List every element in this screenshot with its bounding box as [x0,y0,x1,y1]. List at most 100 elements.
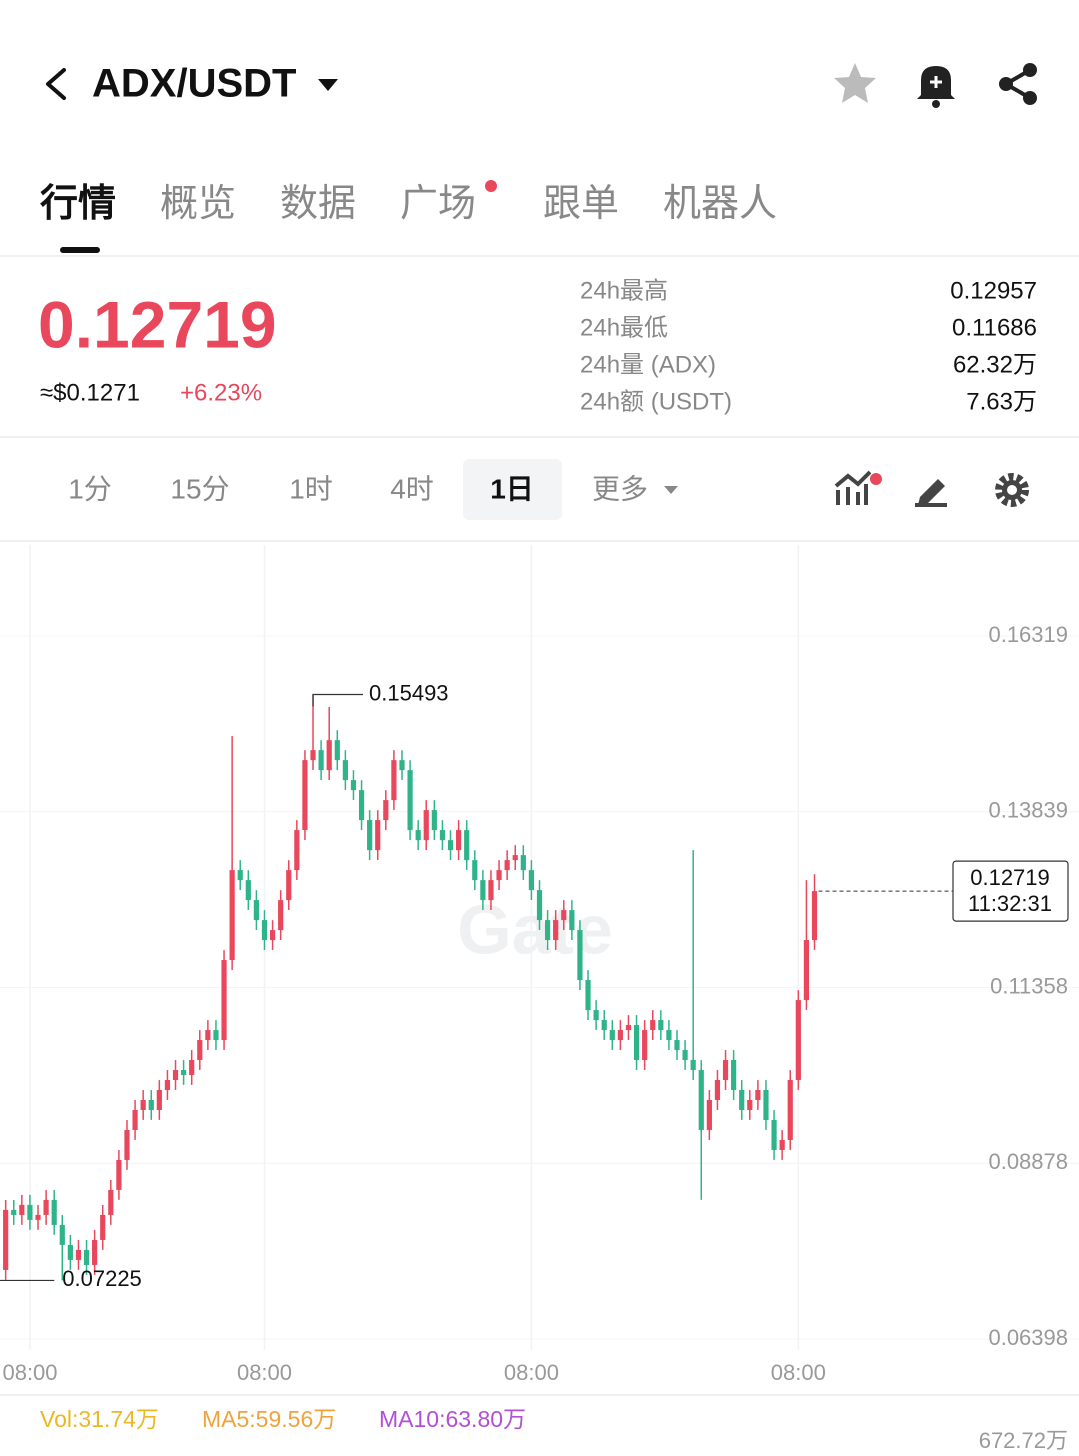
candle-body [245,880,251,901]
active-interval-bg [463,459,562,520]
candle-body [617,1030,623,1041]
high-label: 0.15493 [369,680,449,705]
candle-body [27,1204,33,1220]
candle-body [108,1189,114,1215]
candle-body [536,890,543,921]
indicator-icon[interactable] [834,470,872,505]
pair-dropdown[interactable] [318,79,338,91]
back-button[interactable] [46,68,66,100]
candle-body [520,855,526,871]
tab-bar: 行情 概览 数据 广场 跟单 机器人 [40,183,777,225]
candle-body [261,920,268,941]
candle-body [553,920,559,941]
interval-option[interactable]: 更多 [592,473,648,504]
tab[interactable]: 广场 [400,183,476,225]
candle-body [593,1010,599,1021]
stat-value: 0.11686 [952,314,1037,341]
last-price-box [952,860,1069,922]
settings-icon[interactable] [995,473,1029,507]
candle-body [383,800,389,821]
candle-body [310,750,316,761]
candle-body [811,891,818,941]
y-tick-label: 0.08878 [988,1149,1068,1174]
candle-body [480,880,486,901]
candle-body [415,830,421,841]
candle-body [358,790,365,821]
stat-label: 24h最高 [580,277,668,304]
x-tick-label: 08:00 [504,1360,559,1385]
candle-body [407,770,413,831]
interval-option[interactable]: 15分 [170,473,229,504]
candle-body [59,1224,65,1245]
candle-body [439,830,446,841]
candle-body [609,1030,615,1041]
y-tick-label: 0.06398 [988,1325,1068,1350]
y-tick-label: 0.13839 [988,798,1068,823]
stat-value: 62.32万 [953,351,1037,378]
candle-body [625,1025,632,1031]
candle-body [116,1159,122,1190]
candle-body [83,1249,90,1265]
candle-body [391,760,397,801]
candle-body [803,940,810,1001]
tab[interactable]: 数据 [280,183,356,225]
pair-title[interactable]: ADX/USDT [92,62,296,106]
interval-option[interactable]: 1分 [68,473,112,504]
candle-body [140,1099,146,1110]
candle-body [674,1040,680,1051]
tab[interactable]: 跟单 [543,183,619,225]
candle-body [197,1040,203,1061]
candle-body [601,1020,607,1031]
candle-body [237,870,243,881]
candle-body [633,1025,640,1061]
last-price-time: 11:32:31 [968,891,1052,916]
last-price: 0.12719 [38,287,277,361]
tab[interactable]: 概览 [160,183,236,225]
candle-body [75,1249,82,1260]
candle-body [690,1060,696,1071]
candle-body [464,830,470,861]
candle-body [342,760,348,781]
x-tick-label: 08:00 [771,1360,826,1385]
candle-body [367,820,373,851]
alert-icon[interactable] [917,66,955,108]
tab[interactable]: 行情 [40,183,116,225]
candle-body [512,855,518,861]
more-dropdown[interactable] [664,486,678,494]
candle-body [795,1000,801,1081]
candle-body [302,760,308,831]
share-icon[interactable] [999,63,1037,105]
favorite-icon[interactable] [834,63,876,103]
candle-body [35,1214,41,1220]
candle-body [350,780,357,791]
notification-dot [870,473,882,485]
y-tick-label: 0.16319 [988,622,1068,647]
volume-panel: Vol:31.74万 MA5:59.56万 MA10:63.80万 672.72万 [40,1406,1068,1453]
draw-icon[interactable] [915,479,947,507]
candle-body [650,1020,656,1031]
candle-body [698,1070,704,1130]
candle-body [221,960,227,1041]
stat-label: 24h最低 [580,314,668,341]
interval-option[interactable]: 1日 [490,473,534,504]
volume-legend: Vol:31.74万 [40,1406,159,1432]
candle-body [318,750,324,771]
candle-body [763,1090,769,1120]
interval-option[interactable]: 1时 [289,473,333,504]
candle-body [213,1030,219,1041]
candle-body [722,1060,729,1081]
candle-body [253,900,260,921]
candle-body [269,930,276,941]
candle-body [375,820,381,851]
candle-body [3,1209,9,1270]
tab[interactable]: 机器人 [663,183,777,225]
interval-option[interactable]: 4时 [390,473,434,504]
candle-body [714,1080,721,1100]
candle-body [496,870,502,881]
candle-body [682,1050,688,1061]
candle-body [172,1070,179,1081]
stat-label: 24h额 (USDT) [580,388,732,415]
candle-body [666,1030,672,1041]
stat-value: 0.12957 [950,277,1037,304]
